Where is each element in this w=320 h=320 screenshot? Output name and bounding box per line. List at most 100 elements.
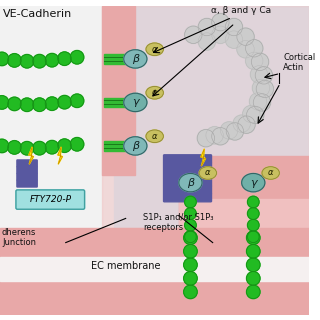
Circle shape [255, 67, 273, 84]
Circle shape [212, 26, 229, 44]
Text: γ: γ [250, 178, 257, 188]
Circle shape [8, 140, 21, 154]
Circle shape [198, 18, 216, 36]
Circle shape [225, 18, 243, 36]
Text: S1P₁ and/or S1P₃
receptors: S1P₁ and/or S1P₃ receptors [143, 212, 213, 232]
Circle shape [206, 127, 223, 144]
Circle shape [8, 97, 21, 111]
Circle shape [184, 285, 197, 299]
Circle shape [70, 94, 84, 108]
Text: $\alpha$: $\alpha$ [267, 169, 274, 178]
Circle shape [237, 28, 254, 45]
FancyBboxPatch shape [164, 163, 212, 171]
Circle shape [212, 13, 229, 31]
Circle shape [58, 52, 71, 65]
Ellipse shape [124, 93, 147, 112]
Ellipse shape [124, 50, 147, 68]
Circle shape [252, 79, 270, 97]
Text: FTY720-P: FTY720-P [29, 195, 71, 204]
Circle shape [225, 31, 243, 48]
Bar [104, 98, 130, 107]
Circle shape [250, 66, 268, 83]
Bar [179, 199, 309, 228]
Bar [101, 6, 135, 175]
FancyBboxPatch shape [16, 190, 84, 209]
Ellipse shape [124, 137, 147, 155]
Text: dherens
Junction: dherens Junction [2, 228, 36, 247]
Circle shape [184, 244, 197, 258]
Circle shape [70, 138, 84, 151]
Circle shape [185, 196, 196, 208]
Circle shape [246, 258, 260, 272]
Bar [179, 156, 309, 228]
Text: α, β and γ Ca: α, β and γ Ca [211, 6, 271, 15]
Polygon shape [201, 149, 206, 166]
Circle shape [185, 208, 196, 220]
Bar [101, 6, 309, 228]
Circle shape [226, 123, 244, 140]
Circle shape [33, 98, 46, 111]
FancyBboxPatch shape [164, 170, 212, 179]
Circle shape [247, 220, 259, 231]
Circle shape [70, 51, 84, 64]
Text: $\alpha$: $\alpha$ [151, 88, 158, 97]
Circle shape [197, 130, 215, 147]
Text: β: β [132, 54, 139, 64]
Bar [104, 54, 130, 64]
Circle shape [220, 122, 238, 139]
Polygon shape [58, 147, 62, 164]
Circle shape [185, 26, 202, 44]
Circle shape [238, 116, 255, 133]
FancyBboxPatch shape [17, 173, 37, 180]
Bar [0, 281, 309, 315]
Circle shape [185, 231, 196, 243]
Circle shape [243, 105, 260, 123]
Text: VE-Cadherin: VE-Cadherin [3, 9, 72, 19]
Circle shape [256, 80, 274, 98]
Text: Cortical Actin: Cortical Actin [283, 52, 316, 72]
Text: β: β [132, 141, 139, 151]
Circle shape [45, 140, 59, 154]
Circle shape [58, 95, 71, 109]
Circle shape [247, 208, 259, 220]
FancyBboxPatch shape [17, 167, 37, 173]
Circle shape [245, 40, 263, 57]
Circle shape [212, 128, 229, 145]
Text: $\alpha$: $\alpha$ [204, 169, 212, 178]
Circle shape [249, 93, 267, 110]
Bar [114, 6, 309, 228]
Circle shape [45, 97, 59, 110]
Circle shape [245, 52, 263, 69]
Circle shape [246, 231, 260, 244]
Ellipse shape [199, 167, 217, 179]
Text: β: β [187, 178, 194, 188]
Circle shape [237, 41, 254, 58]
Circle shape [184, 231, 197, 244]
Ellipse shape [262, 167, 279, 179]
Text: $\alpha$: $\alpha$ [151, 132, 158, 141]
Circle shape [184, 272, 197, 285]
Bar [0, 228, 309, 257]
Circle shape [20, 54, 34, 68]
Ellipse shape [146, 86, 164, 99]
Circle shape [0, 96, 9, 109]
Ellipse shape [242, 173, 265, 192]
FancyBboxPatch shape [17, 160, 37, 167]
Circle shape [253, 94, 271, 111]
FancyBboxPatch shape [164, 194, 212, 202]
Circle shape [247, 231, 259, 243]
FancyBboxPatch shape [164, 186, 212, 194]
Ellipse shape [146, 130, 164, 142]
Circle shape [33, 54, 46, 68]
Circle shape [0, 52, 9, 66]
FancyBboxPatch shape [164, 155, 212, 163]
Ellipse shape [146, 43, 164, 56]
Circle shape [233, 115, 250, 132]
Ellipse shape [179, 173, 202, 192]
Circle shape [184, 258, 197, 272]
Circle shape [251, 53, 269, 70]
Circle shape [185, 220, 196, 231]
FancyBboxPatch shape [164, 178, 212, 186]
Circle shape [246, 285, 260, 299]
Circle shape [0, 139, 9, 153]
